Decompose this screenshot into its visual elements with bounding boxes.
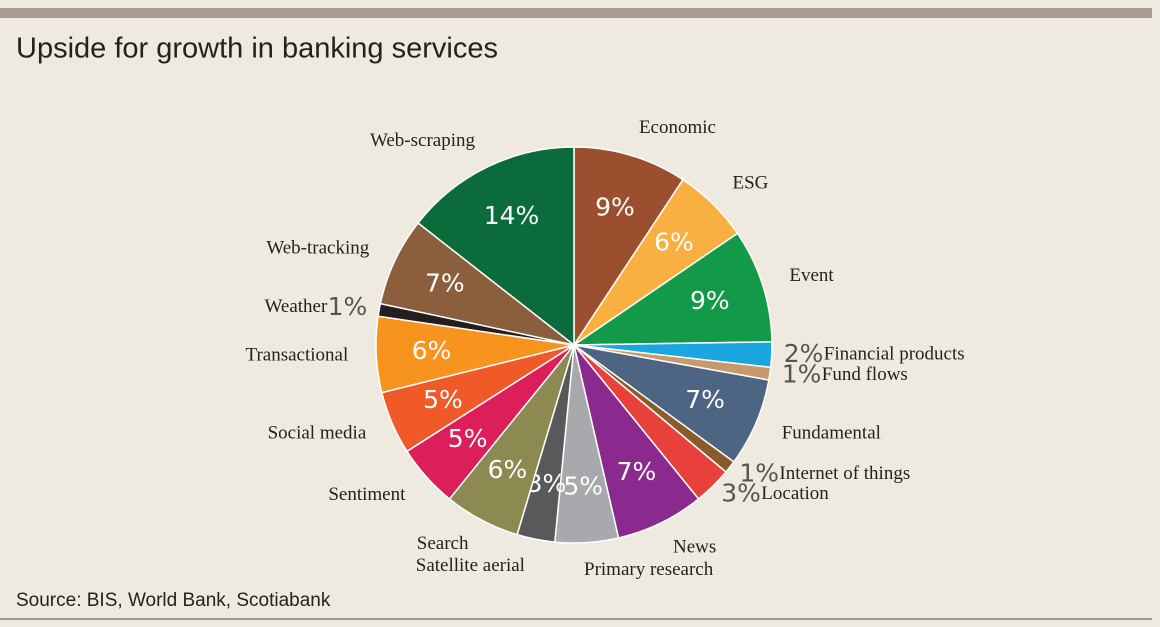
value-label: 7% xyxy=(617,457,657,486)
category-label: News xyxy=(673,537,716,558)
category-label: Primary research xyxy=(584,559,714,580)
value-label: 14% xyxy=(484,201,540,230)
pie-slice xyxy=(573,146,685,348)
source: Source: BIS, World Bank, Scotiabank xyxy=(16,590,331,611)
category-label: Web-tracking xyxy=(266,238,369,259)
chart-title: Upside for growth in banking services xyxy=(16,33,498,65)
pie-slice xyxy=(417,146,575,347)
value-label: 5% xyxy=(448,424,488,453)
category-label: ESG xyxy=(733,172,769,193)
category-label: Economic xyxy=(639,117,716,138)
category-label: Internet of things xyxy=(779,463,910,484)
category-label: Financial products xyxy=(824,344,965,365)
value-label: 5% xyxy=(423,385,463,414)
value-label: 1% xyxy=(328,292,368,321)
category-label: Event xyxy=(789,265,834,286)
value-label: 3% xyxy=(721,479,761,508)
category-label: Sentiment xyxy=(328,484,406,505)
category-label: Fundamental xyxy=(782,422,881,443)
value-label: 7% xyxy=(425,269,465,298)
value-label: 2% xyxy=(784,339,824,368)
value-label: 7% xyxy=(685,385,725,414)
value-label: 5% xyxy=(563,471,603,500)
category-label: Social media xyxy=(268,422,367,443)
category-label: Fund flows xyxy=(822,364,908,385)
pie-slice xyxy=(571,232,773,346)
value-label: 6% xyxy=(412,336,452,365)
value-label: 6% xyxy=(654,227,694,256)
category-label: Web-scraping xyxy=(370,130,476,151)
category-label: Weather xyxy=(264,296,327,317)
value-label: 1% xyxy=(739,458,779,487)
category-label: Transactional xyxy=(246,344,349,365)
value-label: 1% xyxy=(782,359,822,388)
category-label: Search xyxy=(417,533,469,554)
category-label: Location xyxy=(761,483,829,504)
top-bar xyxy=(0,8,1152,18)
value-label: 9% xyxy=(595,192,635,221)
value-label: 9% xyxy=(690,286,730,315)
category-label: Satellite aerial xyxy=(416,555,525,576)
value-label: 6% xyxy=(488,455,528,484)
